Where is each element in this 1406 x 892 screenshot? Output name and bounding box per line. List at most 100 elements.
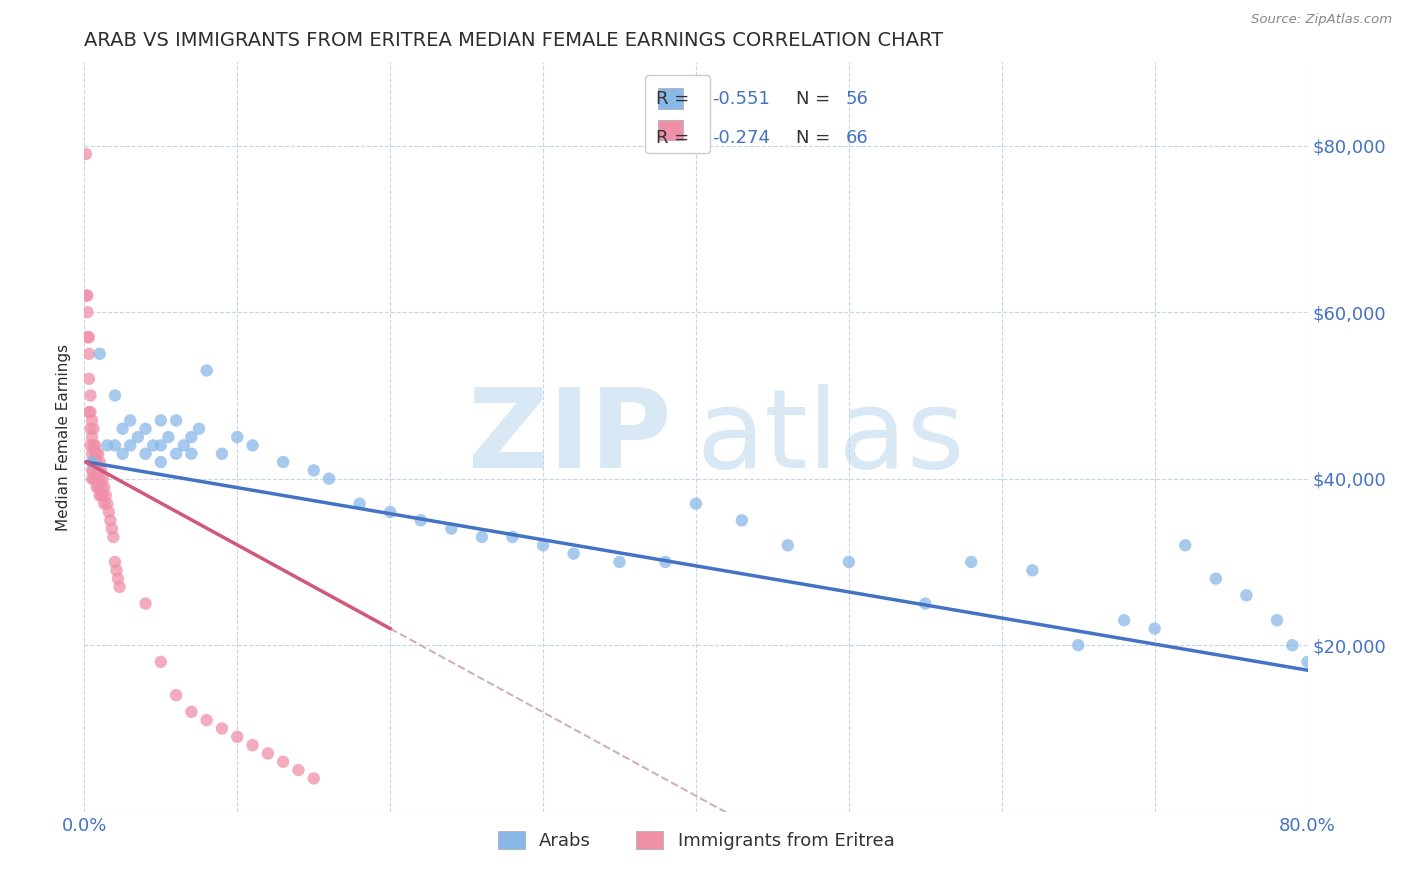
Point	[83, 422, 105, 436]
Point	[84, 455, 107, 469]
Point	[104, 555, 127, 569]
Point	[776, 538, 799, 552]
Legend: Arabs, Immigrants from Eritrea: Arabs, Immigrants from Eritrea	[488, 822, 904, 859]
Point	[211, 447, 233, 461]
Point	[471, 530, 494, 544]
Point	[83, 455, 105, 469]
Point	[349, 497, 371, 511]
Point	[83, 472, 105, 486]
Point	[86, 455, 108, 469]
Point	[79, 438, 101, 452]
Point	[1174, 538, 1197, 552]
Point	[173, 438, 195, 452]
Point	[165, 447, 187, 461]
Point	[87, 463, 110, 477]
Point	[1021, 563, 1043, 577]
Text: -0.274: -0.274	[711, 129, 770, 147]
Point	[86, 472, 108, 486]
Point	[83, 438, 105, 452]
Point	[149, 413, 172, 427]
Point	[654, 555, 676, 569]
Point	[79, 388, 101, 402]
Text: R =: R =	[655, 90, 695, 108]
Point	[142, 438, 165, 452]
Point	[91, 472, 114, 486]
Point	[111, 422, 134, 436]
Point	[127, 430, 149, 444]
Point	[287, 763, 309, 777]
Point	[440, 522, 463, 536]
Point	[108, 580, 131, 594]
Point	[165, 688, 187, 702]
Point	[188, 422, 211, 436]
Point	[84, 472, 107, 486]
Point	[685, 497, 707, 511]
Point	[76, 330, 98, 344]
Point	[83, 463, 105, 477]
Point	[77, 372, 100, 386]
Point	[79, 422, 101, 436]
Point	[380, 505, 402, 519]
Point	[531, 538, 554, 552]
Point	[120, 413, 142, 427]
Point	[1296, 655, 1319, 669]
Point	[135, 597, 157, 611]
Point	[77, 405, 100, 419]
Point	[731, 513, 754, 527]
Point	[1114, 613, 1136, 627]
Point	[107, 572, 129, 586]
Point	[180, 447, 202, 461]
Point	[838, 555, 860, 569]
Point	[87, 480, 110, 494]
Point	[318, 472, 340, 486]
Point	[80, 472, 103, 486]
Point	[96, 438, 118, 452]
Text: 66: 66	[845, 129, 868, 147]
Point	[502, 530, 524, 544]
Point	[271, 455, 294, 469]
Point	[87, 447, 110, 461]
Point	[89, 347, 111, 361]
Point	[135, 422, 157, 436]
Text: 56: 56	[845, 90, 869, 108]
Point	[135, 447, 157, 461]
Point	[120, 438, 142, 452]
Point	[90, 488, 112, 502]
Point	[1236, 588, 1258, 602]
Point	[562, 547, 585, 561]
Point	[157, 430, 180, 444]
Point	[242, 738, 264, 752]
Point	[242, 438, 264, 452]
Point	[103, 530, 125, 544]
Point	[84, 438, 107, 452]
Point	[1281, 638, 1303, 652]
Text: atlas: atlas	[696, 384, 965, 491]
Point	[76, 305, 98, 319]
Text: Source: ZipAtlas.com: Source: ZipAtlas.com	[1251, 13, 1392, 27]
Point	[271, 755, 294, 769]
Point	[409, 513, 432, 527]
Point	[257, 747, 280, 761]
Point	[1067, 638, 1090, 652]
Point	[104, 388, 127, 402]
Point	[80, 447, 103, 461]
Point	[93, 480, 115, 494]
Text: -0.551: -0.551	[711, 90, 770, 108]
Point	[97, 505, 120, 519]
Point	[101, 522, 124, 536]
Point	[1143, 622, 1166, 636]
Point	[165, 413, 187, 427]
Point	[89, 488, 111, 502]
Point	[75, 147, 97, 161]
Point	[89, 472, 111, 486]
Point	[96, 497, 118, 511]
Point	[149, 438, 172, 452]
Point	[111, 447, 134, 461]
Point	[226, 730, 249, 744]
Text: N =: N =	[796, 129, 837, 147]
Point	[105, 563, 128, 577]
Point	[94, 488, 117, 502]
Point	[149, 655, 172, 669]
Point	[104, 438, 127, 452]
Point	[180, 705, 202, 719]
